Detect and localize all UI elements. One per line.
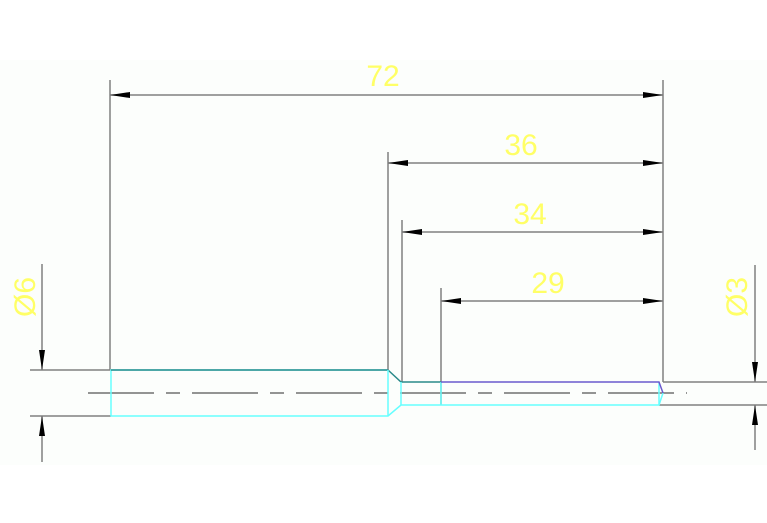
drawing-area <box>0 60 767 465</box>
dim-text-72: 72 <box>366 60 399 93</box>
dim-text-dia6: Ø6 <box>9 277 42 317</box>
shaft-outline <box>110 369 664 417</box>
dim-text-36: 36 <box>504 129 537 162</box>
dim-text-dia3: Ø3 <box>721 277 754 317</box>
dim-text-29: 29 <box>531 267 564 300</box>
dim-text-34: 34 <box>513 198 546 231</box>
extension-lines <box>30 80 767 417</box>
